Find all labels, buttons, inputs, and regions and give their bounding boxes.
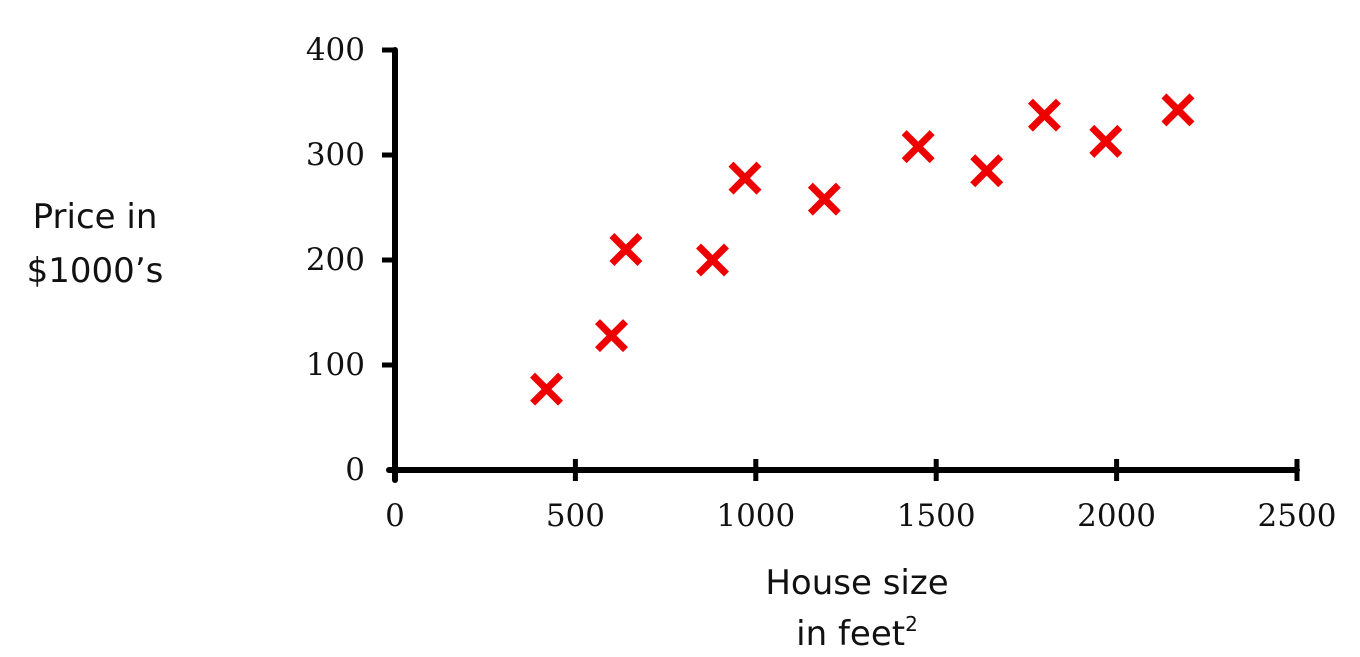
y-tick-label: 300 [306, 137, 365, 173]
data-point-x-marker [1089, 124, 1123, 158]
y-tick-label: 400 [306, 32, 365, 68]
x-axis-label-line-1: House size [765, 563, 948, 603]
data-point-x-marker [807, 182, 841, 216]
x-tick-label: 2500 [1258, 498, 1337, 534]
y-tick-label: 200 [306, 242, 365, 278]
data-points [530, 93, 1195, 406]
data-point-x-marker [728, 161, 762, 195]
data-point-x-marker [1161, 93, 1195, 127]
data-point-x-marker [609, 233, 643, 266]
x-tick-label: 2000 [1077, 498, 1156, 534]
x-axis-label-superscript: 2 [905, 612, 918, 636]
data-point-x-marker [595, 319, 628, 353]
data-point-x-marker [901, 130, 935, 164]
x-tick-label: 0 [385, 498, 405, 534]
x-axis-label-line-2: in feet2 [796, 612, 918, 654]
y-axis-label-line-2: $1000’s [27, 251, 164, 291]
data-point-x-marker [530, 372, 564, 406]
data-point-x-marker [970, 154, 1004, 188]
y-tick-label: 0 [345, 452, 365, 488]
data-point-x-marker [1027, 98, 1061, 132]
x-tick-label: 1000 [716, 498, 795, 534]
data-point-x-marker [696, 243, 729, 277]
y-tick-label: 100 [306, 347, 365, 383]
x-axis-label-text: in feet [796, 614, 905, 654]
y-axis-label-line-1: Price in [33, 197, 158, 237]
x-tick-label: 1500 [897, 498, 976, 534]
ticks: 0 100 200 300 400 0 500 1000 1500 2000 2500 [306, 32, 1337, 534]
x-tick-label: 500 [546, 498, 605, 534]
axes [386, 47, 1300, 483]
